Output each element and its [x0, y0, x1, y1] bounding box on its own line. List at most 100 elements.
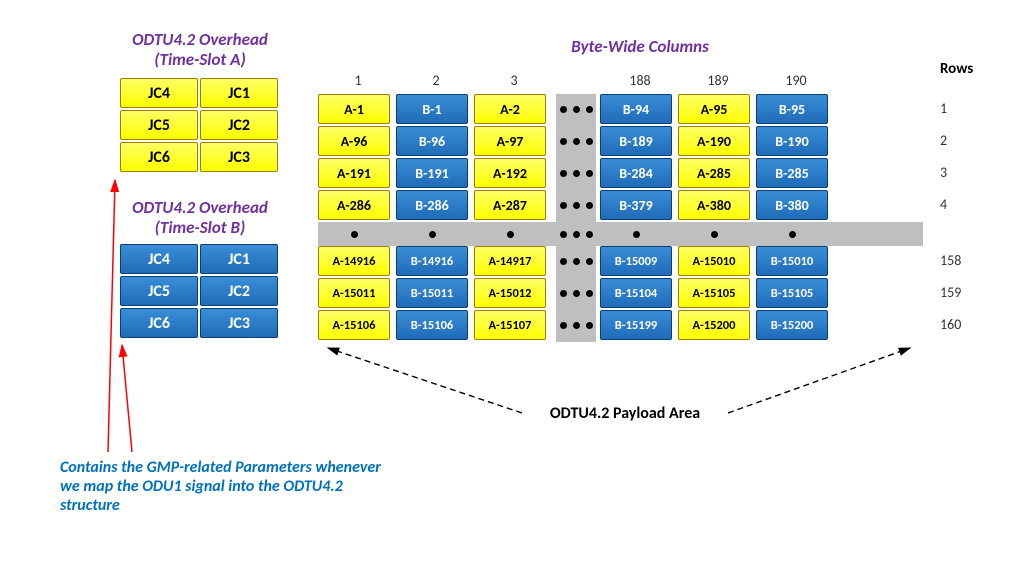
ellipsis-dot — [429, 231, 436, 238]
ellipsis-dot — [351, 231, 358, 238]
col-header: 2 — [416, 72, 456, 89]
overhead-b-grid: JC4JC1JC5JC2JC6JC3 — [120, 244, 278, 338]
payload-cell: A-286 — [318, 190, 390, 220]
col-header: 1 — [338, 72, 378, 89]
row-header: 2 — [940, 132, 980, 149]
ellipsis-dots-3 — [560, 106, 593, 113]
ellipsis-dot — [633, 231, 640, 238]
ellipsis-dots-3 — [560, 258, 593, 265]
ellipsis-dot — [789, 231, 796, 238]
payload-cell: A-15106 — [318, 310, 390, 340]
overhead-cell: JC5 — [120, 110, 198, 140]
ellipsis-dot — [711, 231, 718, 238]
overhead-a-title-l1: ODTU4.2 Overhead — [132, 29, 268, 50]
overhead-cell: JC1 — [200, 244, 278, 274]
payload-cell: B-15199 — [600, 310, 672, 340]
payload-cell: A-96 — [318, 126, 390, 156]
col-header: 190 — [776, 72, 816, 89]
ellipsis-dots-3 — [560, 231, 593, 238]
payload-cell: B-14916 — [396, 246, 468, 276]
row-header: 1 — [940, 100, 980, 117]
payload-cell: A-15200 — [678, 310, 750, 340]
payload-cell: B-15105 — [756, 278, 828, 308]
payload-cell: A-15011 — [318, 278, 390, 308]
overhead-b-title: ODTU4.2 Overhead (Time-Slot B) — [110, 198, 290, 237]
payload-cell: A-15105 — [678, 278, 750, 308]
payload-cell: A-380 — [678, 190, 750, 220]
overhead-cell: JC4 — [120, 78, 198, 108]
payload-arrow-right — [728, 348, 910, 413]
overhead-cell: JC3 — [200, 308, 278, 338]
payload-cell: A-191 — [318, 158, 390, 188]
overhead-cell: JC3 — [200, 142, 278, 172]
payload-cell: B-285 — [756, 158, 828, 188]
payload-col-bot: A-15010A-15105A-15200 — [678, 246, 750, 340]
payload-cell: B-95 — [756, 94, 828, 124]
overhead-a-grid: JC4JC1JC5JC2JC6JC3 — [120, 78, 278, 172]
overhead-b-title-l1: ODTU4.2 Overhead — [132, 197, 268, 218]
payload-col-top: B-94B-189B-284B-379 — [600, 94, 672, 220]
payload-cell: B-284 — [600, 158, 672, 188]
payload-cell: A-15107 — [474, 310, 546, 340]
payload-col-top: B-1B-96B-191B-286 — [396, 94, 468, 220]
payload-col-top: B-95B-190B-285B-380 — [756, 94, 828, 220]
gmp-note-l3: structure — [60, 496, 120, 515]
payload-cell: A-192 — [474, 158, 546, 188]
row-header: 158 — [940, 252, 980, 269]
overhead-cell: JC2 — [200, 110, 278, 140]
payload-cell: B-15010 — [756, 246, 828, 276]
payload-area-label: ODTU4.2 Payload Area — [525, 404, 725, 423]
payload-cell: B-286 — [396, 190, 468, 220]
ellipsis-dots-3 — [560, 170, 593, 177]
gmp-note: Contains the GMP-related Parameters when… — [60, 458, 440, 516]
ellipsis-dots-3 — [560, 290, 593, 297]
payload-cell: A-1 — [318, 94, 390, 124]
payload-cell: A-15012 — [474, 278, 546, 308]
gmp-note-l2: we map the ODU1 signal into the ODTU4.2 — [60, 477, 343, 496]
payload-cell: A-14916 — [318, 246, 390, 276]
overhead-cell: JC2 — [200, 276, 278, 306]
row-header: 160 — [940, 316, 980, 333]
payload-cell: A-95 — [678, 94, 750, 124]
ellipsis-dots-3 — [560, 202, 593, 209]
rows-title: Rows — [940, 60, 973, 78]
row-header: 159 — [940, 284, 980, 301]
payload-cell: B-190 — [756, 126, 828, 156]
col-header: 188 — [620, 72, 660, 89]
payload-cell: B-15011 — [396, 278, 468, 308]
row-ellipsis-band — [318, 222, 923, 246]
payload-cell: B-379 — [600, 190, 672, 220]
overhead-cell: JC1 — [200, 78, 278, 108]
ellipsis-dots-3 — [560, 138, 593, 145]
payload-col-bot: A-14917A-15012A-15107 — [474, 246, 546, 340]
ellipsis-dot — [507, 231, 514, 238]
overhead-cell: JC5 — [120, 276, 198, 306]
payload-cell: B-380 — [756, 190, 828, 220]
payload-cell: B-96 — [396, 126, 468, 156]
payload-col-bot: B-15009B-15104B-15199 — [600, 246, 672, 340]
payload-cell: B-189 — [600, 126, 672, 156]
payload-cell: B-191 — [396, 158, 468, 188]
payload-cell: B-15009 — [600, 246, 672, 276]
payload-cell: B-1 — [396, 94, 468, 124]
row-header: 3 — [940, 164, 980, 181]
payload-col-top: A-95A-190A-285A-380 — [678, 94, 750, 220]
payload-col-top: A-1A-96A-191A-286 — [318, 94, 390, 220]
payload-col-bot: B-14916B-15011B-15106 — [396, 246, 468, 340]
payload-cell: A-190 — [678, 126, 750, 156]
overhead-b-title-l2: (Time-Slot B) — [155, 217, 246, 238]
overhead-a-title-l2: (Time-Slot A) — [154, 49, 246, 70]
row-header: 4 — [940, 196, 980, 213]
payload-cell: A-97 — [474, 126, 546, 156]
overhead-a-title: ODTU4.2 Overhead (Time-Slot A) — [110, 30, 290, 69]
col-ellipsis-band — [556, 94, 596, 342]
byte-wide-title: Byte-Wide Columns — [540, 36, 740, 57]
payload-cell: A-2 — [474, 94, 546, 124]
payload-cell: B-94 — [600, 94, 672, 124]
col-header: 189 — [698, 72, 738, 89]
payload-arrow-left — [328, 348, 522, 413]
payload-cell: B-15200 — [756, 310, 828, 340]
payload-cell: B-15106 — [396, 310, 468, 340]
payload-col-bot: A-14916A-15011A-15106 — [318, 246, 390, 340]
payload-cell: A-14917 — [474, 246, 546, 276]
